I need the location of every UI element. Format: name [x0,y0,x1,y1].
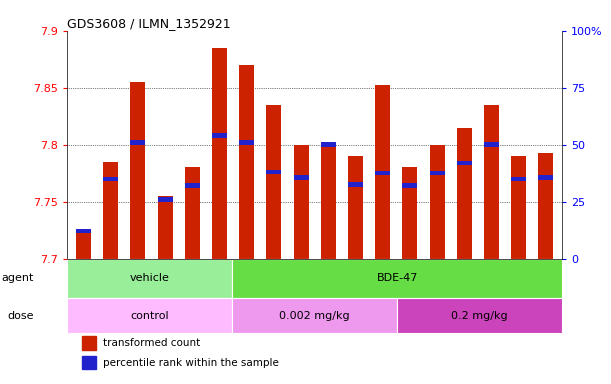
Bar [103,162,118,258]
Bar [321,142,335,147]
Bar [294,175,309,180]
Bar [294,145,309,258]
Text: agent: agent [2,273,34,283]
Bar [457,127,472,258]
Bar [82,356,96,369]
Bar [538,175,554,180]
Text: 0.002 mg/kg: 0.002 mg/kg [279,311,350,321]
Bar [212,133,227,138]
Bar [67,298,232,333]
Bar [82,336,96,350]
Bar [348,156,363,258]
Bar [130,82,145,258]
Text: dose: dose [8,311,34,321]
Bar [103,177,118,181]
Bar [212,48,227,258]
Bar [511,156,526,258]
Bar [403,184,417,188]
Text: 0.2 mg/kg: 0.2 mg/kg [452,311,508,321]
Bar [321,145,335,258]
Text: control: control [130,311,169,321]
Bar [232,258,562,298]
Bar [430,145,445,258]
Bar [130,140,145,145]
Bar [430,171,445,175]
Bar [457,161,472,165]
Bar [375,171,390,175]
Bar [266,170,281,174]
Bar [67,258,232,298]
Bar [511,177,526,181]
Bar [403,167,417,258]
Bar [239,140,254,145]
Bar [76,229,91,233]
Bar [375,85,390,258]
Bar [397,298,562,333]
Bar [484,105,499,258]
Text: transformed count: transformed count [103,338,200,348]
Bar [185,184,200,188]
Bar [158,197,172,202]
Bar [158,196,172,258]
Text: percentile rank within the sample: percentile rank within the sample [103,358,279,368]
Text: BDE-47: BDE-47 [376,273,418,283]
Bar [232,298,397,333]
Bar [239,65,254,258]
Bar [185,167,200,258]
Text: vehicle: vehicle [130,273,170,283]
Text: GDS3608 / ILMN_1352921: GDS3608 / ILMN_1352921 [67,17,231,30]
Bar [484,142,499,147]
Bar [538,152,554,258]
Bar [348,182,363,187]
Bar [266,105,281,258]
Bar [76,233,91,258]
